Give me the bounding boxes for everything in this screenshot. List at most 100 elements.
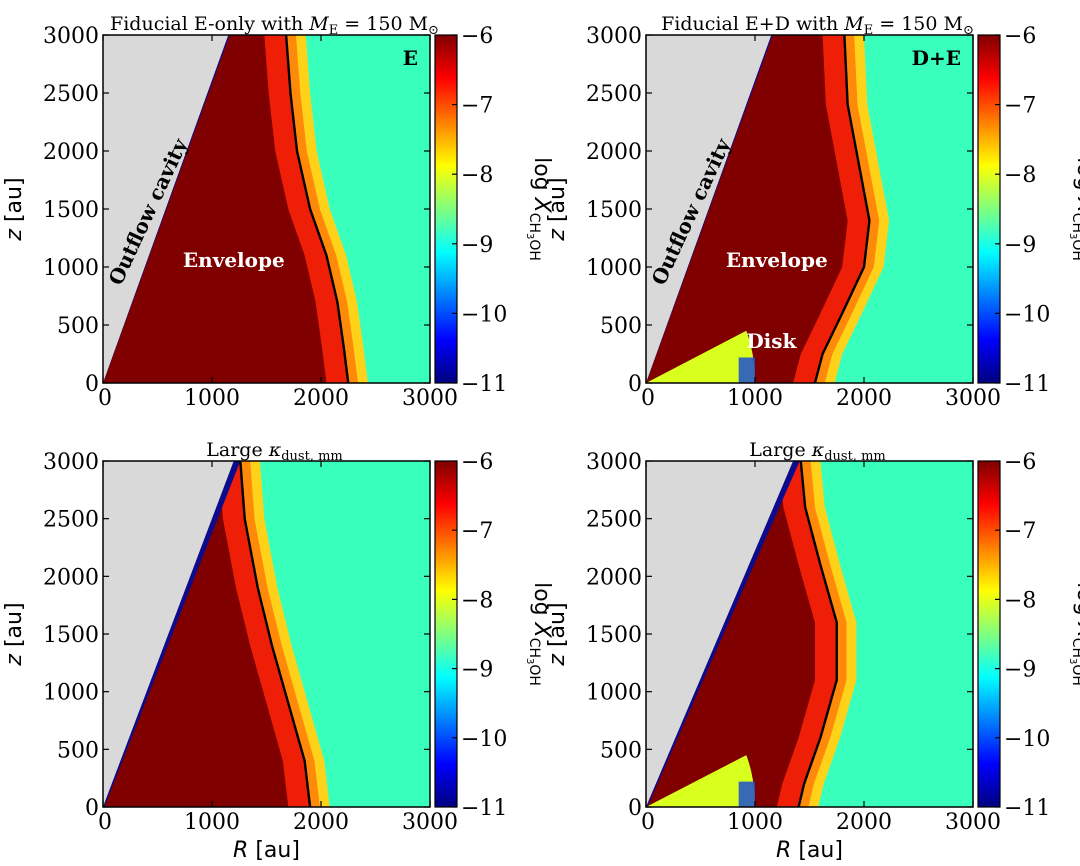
colorbar-tick-label: −7 [461,519,493,544]
y-tick-label: 0 [85,796,99,821]
disk-label: Disk [746,329,797,353]
x-axis-label: R [au] [776,838,843,863]
y-tick-label: 1000 [43,256,99,281]
colorbar-tick-label: −9 [461,233,493,258]
colorbar-tick-label: −6 [1004,24,1036,49]
abundance-contour [813,35,871,383]
colorbar [977,460,1001,808]
colorbar-tick-label: −8 [1004,163,1036,188]
colorbar-tick-label: −9 [461,658,493,683]
envelope-region [103,461,289,807]
y-tick-label: 2000 [586,140,642,165]
colorbar-tick-label: −10 [461,302,507,327]
y-tick-label: 1000 [43,681,99,706]
disk-region [646,330,755,383]
cavity-wall-rim [646,35,773,383]
panel-1: 0 1000 2000 3000 0 500 1000 1500 2000 2500 3000 z [… [2,13,554,411]
y-tick-label: 500 [57,738,99,763]
x-tick-label: 0 [98,810,112,835]
y-tick-label: 2500 [586,82,642,107]
panel-title: Large κdust, mm [206,439,342,464]
disk-edge-cold [738,781,755,807]
colorbar-label: log XCH3OH [524,582,554,686]
colorbar-label: log XCH3OH [1067,157,1080,261]
x-tick-label: 1000 [184,386,240,411]
y-tick-label: 500 [600,738,642,763]
y-axis-label: z [au] [2,177,27,241]
y-tick-label: 3000 [586,24,642,49]
y-tick-label: 1500 [43,198,99,223]
x-tick-label: 2000 [293,386,349,411]
cavity-wall-rim [103,35,230,383]
colorbar-tick-label: −10 [461,727,507,752]
envelope-region [646,35,848,383]
colorbar-tick-label: −9 [1004,233,1036,258]
y-tick-label: 3000 [43,450,99,475]
y-tick-label: 1000 [586,256,642,281]
y-tick-label: 2000 [43,565,99,590]
cavity-wall-rim [103,461,241,807]
y-axis-label: z [au] [2,602,27,666]
disk-region [646,755,755,807]
plot-area [646,461,973,807]
colorbar-tick-label: −7 [1004,519,1036,544]
y-tick-label: 1500 [586,623,642,648]
plot-area [646,35,973,383]
colorbar-tick-label: −8 [461,163,493,188]
x-tick-label: 1000 [727,386,783,411]
colorbar-label: log XCH3OH [524,157,554,261]
x-tick-label: 2000 [836,386,892,411]
colorbar-tick-label: −8 [1004,588,1036,613]
x-tick-label: 0 [641,386,655,411]
colorbar-tick-label: −6 [461,24,493,49]
colorbar-tick-label: −11 [461,796,507,821]
panel-4: 0 1000 2000 3000 0 500 1000 1500 2000 2500 3000 z [… [545,439,1080,863]
x-tick-label: 1000 [727,810,783,835]
y-tick-label: 2500 [586,508,642,533]
panel-title: Fiducial E-only with ME = 150 M⊙ [110,13,439,38]
envelope-region [646,461,815,807]
cavity-wall-rim [646,461,800,807]
x-tick-label: 3000 [402,386,458,411]
envelope-label: Envelope [726,248,828,272]
y-tick-label: 0 [628,372,642,397]
abundance-contour [239,461,312,807]
y-tick-label: 2500 [43,508,99,533]
y-axis-label: z [au] [545,602,570,666]
colorbar-tick-label: −6 [1004,450,1036,475]
x-tick-label: 3000 [945,810,1001,835]
panel-tag: D+E [912,46,961,70]
panel-tag: E [403,46,418,70]
panel-title: Large κdust, mm [749,439,885,464]
plot-area [103,461,430,807]
y-tick-label: 1000 [586,681,642,706]
abundance-contour [797,461,838,807]
colorbar-tick-label: −11 [1004,796,1050,821]
y-tick-label: 500 [57,314,99,339]
x-tick-label: 3000 [402,810,458,835]
x-tick-label: 3000 [945,386,1001,411]
y-tick-label: 500 [600,314,642,339]
panel-2: 0 1000 2000 3000 0 500 1000 1500 2000 2500 3000 z [… [545,13,1080,411]
colorbar-tick-label: −10 [1004,727,1050,752]
colorbar-tick-label: −8 [461,588,493,613]
y-tick-label: 3000 [586,450,642,475]
y-tick-label: 1500 [586,198,642,223]
x-tick-label: 2000 [836,810,892,835]
y-tick-label: 2000 [586,565,642,590]
y-axis-label: z [au] [545,177,570,241]
x-tick-label: 1000 [184,810,240,835]
colorbar [977,34,1001,384]
colorbar-tick-label: −7 [1004,94,1036,119]
envelope-region [103,35,327,383]
x-tick-label: 0 [641,810,655,835]
envelope-label: Envelope [183,248,285,272]
colorbar-tick-label: −11 [461,372,507,397]
x-axis-label: R [au] [233,838,300,863]
y-tick-label: 0 [85,372,99,397]
y-tick-label: 3000 [43,24,99,49]
y-tick-label: 2500 [43,82,99,107]
y-tick-label: 0 [628,796,642,821]
panel-3: 0 1000 2000 3000 0 500 1000 1500 2000 2500 3000 z [… [2,439,554,863]
